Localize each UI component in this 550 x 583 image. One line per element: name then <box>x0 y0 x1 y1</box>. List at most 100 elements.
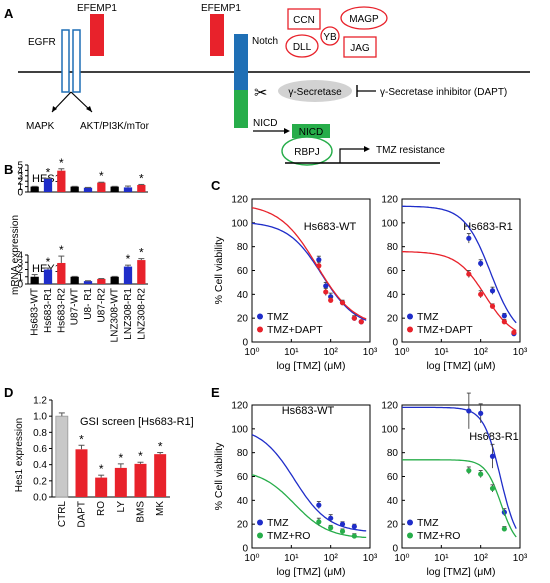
chart-title: GSI screen [Hs683-R1] <box>80 416 194 428</box>
bar <box>137 260 146 284</box>
data-point <box>323 289 329 295</box>
data-point <box>489 303 496 309</box>
y-tick-label: 80 <box>387 242 399 253</box>
notch-receptor-bottom <box>234 90 248 128</box>
arrowhead-akt <box>86 106 92 112</box>
bar <box>123 266 133 284</box>
legend-label: TMZ+DAPT <box>267 324 323 336</box>
bar <box>110 186 119 192</box>
data-point <box>501 313 507 319</box>
y-tick-label: 20 <box>387 520 399 531</box>
notch-receptor-top <box>234 34 248 90</box>
data-point <box>466 271 472 277</box>
fit-curve <box>251 222 367 321</box>
y-tick-label: 0.0 <box>33 493 47 504</box>
data-point <box>489 485 496 492</box>
panel-letter-b: B <box>4 162 13 177</box>
y-tick-label: 0 <box>392 544 398 555</box>
chart-title: Hs683-R1 <box>469 431 519 443</box>
data-point <box>351 315 357 321</box>
y-tick-label: 40 <box>387 290 399 301</box>
y-tick-label: 120 <box>381 401 398 412</box>
significance-star: * <box>138 449 143 463</box>
legend-marker <box>257 519 263 526</box>
y-tick-label: 5 <box>17 161 23 172</box>
egfr-receptor-right <box>72 29 81 93</box>
legend-label: TMZ <box>267 311 289 323</box>
y-tick-label: 0.8 <box>33 428 47 439</box>
ligand-yb-label: YB <box>323 32 337 43</box>
significance-star: * <box>99 169 104 183</box>
category-label: U8- R1 <box>83 288 94 320</box>
rbpj-shape <box>281 136 333 166</box>
significance-star: * <box>46 255 51 269</box>
y-tick-label: 0 <box>242 544 248 555</box>
ligand-ccn-label: CCN <box>293 15 315 26</box>
y-tick-label: 80 <box>387 448 399 459</box>
bar <box>30 186 39 192</box>
y-tick-label: 0.4 <box>33 460 47 471</box>
y-tick-label: 100 <box>381 218 398 229</box>
y-tick-label: 80 <box>237 448 249 459</box>
legend-marker <box>407 326 413 333</box>
significance-star: * <box>59 243 64 257</box>
data-point <box>501 526 507 532</box>
bar <box>110 276 119 284</box>
x-tick-label: 10³ <box>363 553 378 564</box>
x-tick-label: 10⁰ <box>244 347 259 358</box>
legend-label: TMZ <box>267 517 289 529</box>
y-tick-label: 60 <box>387 266 399 277</box>
bar <box>57 170 66 192</box>
bar <box>97 278 106 284</box>
bar <box>123 187 133 192</box>
y-tick-label: 80 <box>237 242 249 253</box>
significance-star: * <box>158 440 163 454</box>
viability-chart-e-wt: 0 20 40 60 80 100 120 10⁰ 10¹ 10² 10³ log [TMZ] (μM… <box>213 401 378 579</box>
nicd-box <box>292 124 330 138</box>
bar <box>70 186 79 192</box>
efemp1-right-block <box>210 14 224 56</box>
category-label: DAPT <box>77 501 88 528</box>
x-axis-label: log [TMZ] (μM) <box>276 566 345 578</box>
bar <box>97 182 106 192</box>
y-tick-label: 3 <box>17 171 23 182</box>
efemp1-right-label: EFEMP1 <box>201 3 241 14</box>
x-tick-label: 10³ <box>513 347 528 358</box>
legend-marker <box>407 519 413 526</box>
y-tick-label: 2 <box>17 265 23 276</box>
category-label: LNZ308-R1 <box>123 288 134 340</box>
significance-star: * <box>79 432 84 446</box>
y-tick-label: 0.6 <box>33 444 47 455</box>
y-tick-label: 120 <box>381 195 398 206</box>
fit-curve <box>402 459 517 538</box>
y-tick-label: 1.0 <box>33 412 47 423</box>
y-axis-label: % Cell viability <box>213 442 225 510</box>
y-tick-label: 20 <box>237 520 249 531</box>
x-tick-label: 10⁰ <box>244 553 259 564</box>
notch-label: Notch <box>252 36 278 47</box>
significance-star: * <box>139 246 144 260</box>
mapk-label: MAPK <box>26 121 55 132</box>
bar <box>134 463 147 497</box>
x-tick-label: 10³ <box>363 347 378 358</box>
data-point <box>316 263 322 269</box>
data-point <box>478 410 484 416</box>
legend-marker <box>257 532 263 539</box>
category-label: U87-R2 <box>96 288 107 323</box>
gamma-secretase-shape <box>278 80 352 102</box>
x-tick-label: 10² <box>323 553 338 564</box>
ligand-ccn <box>287 8 321 30</box>
data-point <box>466 235 472 241</box>
y-tick-label: 1 <box>17 272 23 283</box>
y-tick-label: 120 <box>231 195 248 206</box>
legend-label: TMZ+DAPT <box>417 324 473 336</box>
y-axis-label: mRNA expression <box>10 215 21 295</box>
data-point <box>358 319 364 325</box>
panel-letter-d: D <box>4 385 13 400</box>
y-axis-label: % Cell viability <box>213 236 225 304</box>
hes1-bar-chart: 012345HES1mRNA expression**** <box>10 156 148 295</box>
ligand-magp <box>340 6 388 30</box>
x-tick-label: 10² <box>473 347 488 358</box>
x-tick-label: 10¹ <box>434 347 449 358</box>
